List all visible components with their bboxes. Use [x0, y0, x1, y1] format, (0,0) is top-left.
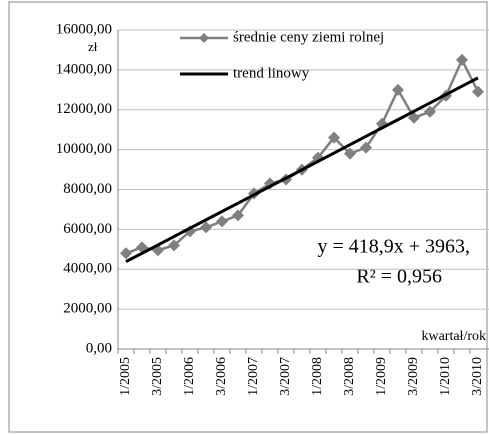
- y-unit: zł: [88, 39, 98, 54]
- x-tick-label: 1/2005: [118, 357, 133, 396]
- x-tick-label: 3/2005: [150, 357, 165, 396]
- y-tick-label: 6000,00: [63, 221, 112, 237]
- trend-equation: y = 418,9x + 3963,: [317, 236, 470, 258]
- y-tick-label: 16000,00: [56, 21, 112, 37]
- y-tick-label: 4000,00: [63, 261, 112, 277]
- x-axis-label: kwartał/rok: [421, 329, 486, 344]
- legend-marker: [199, 33, 209, 43]
- x-tick-label: 3/2010: [470, 357, 485, 396]
- x-tick-label: 3/2007: [278, 357, 293, 396]
- data-point: [328, 131, 340, 144]
- data-point: [392, 83, 404, 96]
- y-tick-label: 10000,00: [56, 141, 112, 157]
- y-tick-label: 14000,00: [56, 61, 112, 77]
- r-squared: R² = 0,956: [356, 266, 442, 288]
- data-point: [120, 247, 132, 260]
- data-point: [344, 147, 356, 160]
- data-point: [456, 53, 468, 66]
- data-point: [168, 239, 180, 252]
- data-point: [232, 209, 244, 222]
- x-tick-label: 1/2007: [246, 357, 261, 396]
- x-tick-label: 1/2006: [182, 357, 197, 396]
- x-tick-label: 3/2009: [406, 357, 421, 396]
- data-point: [216, 215, 228, 228]
- y-tick-label: 12000,00: [56, 101, 112, 117]
- data-point: [408, 111, 420, 124]
- data-point: [424, 105, 436, 118]
- x-tick-label: 3/2008: [342, 357, 357, 396]
- y-tick-label: 2000,00: [63, 301, 112, 317]
- legend-label: trend linowy: [233, 65, 310, 81]
- x-tick-label: 1/2008: [310, 357, 325, 396]
- legend-label: średnie ceny ziemi rolnej: [233, 29, 384, 45]
- x-tick-label: 1/2010: [438, 357, 453, 396]
- y-tick-label: 0,00: [86, 340, 112, 356]
- x-tick-label: 3/2006: [214, 357, 229, 396]
- data-point: [200, 221, 212, 234]
- trend-line: [125, 76, 479, 263]
- chart-frame: [8, 1, 488, 433]
- data-point: [360, 141, 372, 154]
- y-tick-label: 8000,00: [63, 181, 112, 197]
- x-tick-label: 1/2009: [374, 357, 389, 396]
- data-point: [472, 85, 484, 98]
